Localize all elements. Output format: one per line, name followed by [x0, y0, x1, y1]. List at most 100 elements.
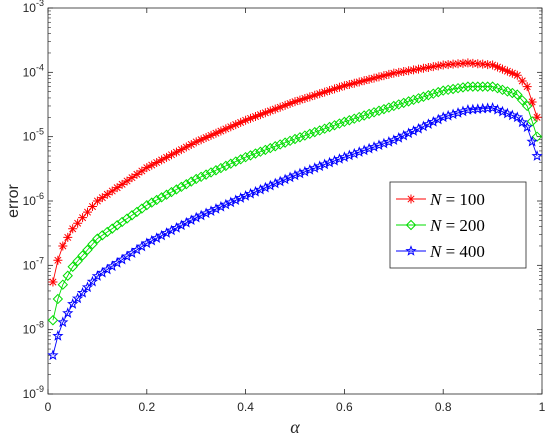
data-point: [200, 169, 212, 180]
data-point: [226, 122, 236, 132]
data-point: [265, 142, 276, 154]
data-point: [102, 189, 112, 199]
data-point: [92, 196, 102, 206]
data-point: [497, 64, 507, 74]
data-point: [344, 79, 354, 89]
data-point: [201, 133, 211, 143]
data-point: [107, 186, 117, 196]
data-point: [131, 206, 143, 218]
data-point: [398, 97, 409, 109]
data-point: [496, 105, 509, 117]
data-point: [284, 135, 296, 147]
data-point: [270, 141, 281, 152]
data-point: [76, 286, 89, 298]
data-point: [488, 60, 498, 70]
data-point: [186, 176, 197, 187]
data-point: [388, 100, 400, 112]
legend-marker: [405, 245, 417, 256]
data-point: [334, 82, 344, 92]
data-point: [310, 90, 320, 100]
data-point: [260, 144, 271, 156]
data-point: [447, 83, 459, 95]
data-point: [453, 59, 463, 69]
data-point: [289, 133, 301, 145]
data-point: [320, 87, 330, 97]
data-point: [329, 120, 340, 131]
data-point: [423, 90, 434, 101]
data-point: [82, 244, 93, 256]
data-point: [349, 113, 360, 124]
data-point: [531, 131, 543, 142]
data-point: [491, 103, 504, 115]
data-point: [156, 192, 167, 203]
data-point: [151, 194, 162, 206]
data-point: [324, 121, 335, 133]
data-point: [502, 66, 512, 76]
data-point: [157, 155, 167, 165]
data-point: [210, 165, 222, 176]
series-2: [47, 101, 543, 361]
data-point: [511, 111, 523, 123]
data-point: [408, 94, 419, 106]
data-point: [47, 315, 59, 326]
data-point: [399, 67, 409, 77]
y-tick-label: 10-8: [23, 320, 44, 337]
data-point: [111, 220, 123, 231]
data-point: [250, 148, 261, 159]
data-point: [493, 62, 503, 72]
data-point: [389, 68, 399, 78]
data-point: [270, 104, 280, 114]
data-point: [47, 349, 59, 361]
data-point: [161, 189, 172, 200]
data-point: [423, 62, 433, 72]
x-tick-label: 0.2: [138, 400, 155, 414]
data-point: [354, 77, 364, 87]
series-1: [47, 81, 543, 326]
data-point: [458, 58, 468, 68]
legend-entry-label: N = 200: [429, 216, 485, 235]
data-point: [52, 329, 64, 341]
data-point: [339, 116, 350, 128]
data-point: [304, 128, 316, 140]
data-point: [265, 106, 275, 116]
data-point: [220, 160, 232, 172]
data-point: [433, 86, 444, 98]
data-point: [521, 100, 533, 112]
y-tick-labels: 10-9 10-8 10-7 10-6 10-5 10-4 10-3: [23, 0, 44, 401]
data-point: [330, 84, 340, 94]
data-point: [126, 210, 138, 221]
data-point: [121, 213, 133, 224]
data-point: [309, 126, 320, 138]
data-point: [299, 130, 311, 141]
data-point: [349, 78, 359, 88]
data-point: [501, 107, 514, 119]
data-point: [136, 203, 148, 214]
data-point: [132, 169, 142, 179]
data-point: [231, 120, 241, 130]
data-point: [186, 139, 196, 149]
data-point: [522, 82, 532, 92]
data-point: [478, 59, 488, 69]
axis-ticks: [47, 7, 543, 395]
legend-marker: [405, 219, 417, 231]
data-point: [72, 255, 83, 267]
data-point: [280, 100, 290, 110]
data-point: [221, 124, 231, 134]
data-point: [358, 110, 370, 121]
data-point: [516, 116, 528, 128]
data-point: [413, 93, 424, 104]
data-point: [274, 139, 286, 150]
data-point: [325, 85, 335, 95]
data-point: [52, 293, 64, 305]
data-point: [290, 97, 300, 107]
data-point: [364, 74, 374, 84]
data-point: [319, 123, 330, 134]
data-point: [92, 233, 103, 244]
data-point: [117, 179, 127, 189]
data-point: [97, 193, 107, 203]
data-point: [334, 118, 345, 129]
data-point: [368, 107, 380, 118]
data-point: [384, 69, 394, 79]
data-point: [62, 307, 74, 318]
legend-marker: [406, 194, 416, 204]
